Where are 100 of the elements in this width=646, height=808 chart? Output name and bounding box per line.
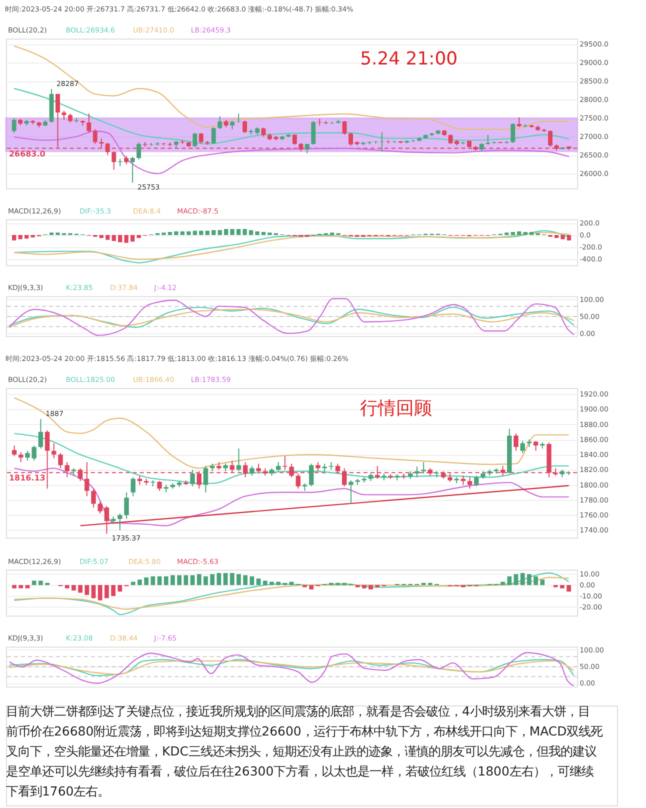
bar — [527, 574, 532, 586]
bar — [25, 585, 30, 588]
candlestick — [486, 134, 490, 146]
bar — [500, 582, 505, 586]
candlestick — [211, 126, 216, 144]
candlestick — [236, 448, 242, 472]
bar — [18, 235, 22, 240]
bar — [196, 574, 202, 586]
bar — [248, 230, 254, 235]
line-series — [14, 397, 570, 469]
bar — [118, 235, 122, 242]
bar — [136, 235, 141, 238]
bar — [236, 228, 241, 235]
candlestick — [92, 128, 98, 144]
candlestick — [12, 445, 17, 457]
bar — [192, 230, 197, 235]
bar — [507, 576, 512, 586]
line-series — [8, 298, 575, 336]
bar — [261, 232, 266, 235]
bar — [428, 582, 432, 586]
candlestick — [38, 418, 44, 450]
bar — [566, 235, 572, 240]
candlestick — [98, 500, 102, 514]
candlestick — [311, 120, 316, 146]
bar — [216, 573, 222, 586]
candlestick — [516, 116, 522, 128]
bar — [236, 574, 241, 586]
bar — [230, 228, 234, 235]
bar — [362, 585, 366, 588]
candlestick — [236, 113, 241, 124]
candlestick — [342, 468, 347, 487]
candlestick — [474, 475, 479, 487]
ref-line-label: 26683.0 — [8, 149, 46, 158]
annotation: 5.24 21:00 — [360, 48, 458, 70]
bar — [520, 573, 525, 586]
line-series — [14, 576, 570, 610]
bar — [118, 585, 122, 592]
bar — [517, 231, 522, 235]
candlestick — [520, 440, 525, 454]
bar — [99, 235, 104, 238]
bar — [256, 578, 261, 586]
candlestick — [198, 132, 204, 144]
bar — [18, 585, 24, 588]
bar — [230, 573, 234, 586]
bar — [12, 235, 16, 240]
candlestick — [514, 432, 518, 452]
candlestick — [342, 120, 347, 136]
bar — [104, 585, 109, 598]
bar — [223, 573, 228, 586]
bar — [106, 235, 110, 240]
bar — [45, 582, 50, 586]
bar — [224, 228, 228, 235]
bar — [124, 235, 128, 243]
bar — [534, 576, 538, 586]
candlestick — [309, 463, 314, 487]
bar — [72, 585, 76, 591]
bar — [255, 231, 260, 235]
candlestick — [434, 470, 440, 478]
bar — [218, 230, 222, 235]
bar — [130, 582, 136, 586]
line-series — [14, 88, 570, 145]
bar — [130, 235, 135, 242]
bar — [164, 576, 168, 586]
candlestick — [348, 132, 353, 146]
bar — [540, 580, 545, 586]
bar — [190, 575, 195, 586]
text: 目前大饼二饼都到达了关键点位，接近我所规划的区间震荡的底部，就看是否会破位，4小时级别来看大饼，目前币价在26680附近震荡，即将到达短期支撑位26600，运行于布林中轨下方，布林线开口向下，MACD双线死叉向下，空头能量还在增量，KDC三线还未拐头，短期还没有止跌的迹象，谨慎的朋友可以先减仓，但我的建议是空单还可以先继续持有看看，破位后在往26300下方看，以太也是一样，若破位红线（1800左右），可继续下看到1760左右。 — [6, 704, 603, 798]
ref-line-label: 1816.13 — [8, 474, 46, 483]
line-series — [8, 652, 574, 686]
bar — [138, 580, 142, 586]
bar — [336, 582, 340, 586]
bar — [112, 235, 116, 242]
bar — [78, 585, 82, 593]
bar — [421, 582, 426, 586]
bar — [328, 582, 334, 586]
bar — [276, 582, 281, 586]
bar — [204, 576, 208, 586]
candlestick — [203, 465, 208, 493]
bar — [184, 575, 188, 586]
bar — [566, 585, 571, 592]
bar — [91, 585, 96, 598]
candlestick — [256, 463, 261, 474]
bar — [510, 232, 515, 235]
bar — [368, 585, 373, 590]
bar — [12, 585, 16, 588]
candlestick — [91, 488, 96, 508]
bar — [168, 232, 172, 235]
bar — [242, 228, 247, 235]
bar — [262, 580, 268, 586]
bar — [199, 230, 204, 235]
candlestick — [348, 480, 354, 504]
candlestick — [250, 465, 254, 476]
bar — [554, 235, 559, 238]
bar — [177, 575, 182, 586]
candlestick — [190, 469, 195, 487]
bar — [24, 235, 29, 239]
line-series — [14, 572, 570, 616]
bar — [64, 585, 70, 588]
candlestick — [192, 132, 198, 148]
candlestick — [510, 122, 516, 144]
